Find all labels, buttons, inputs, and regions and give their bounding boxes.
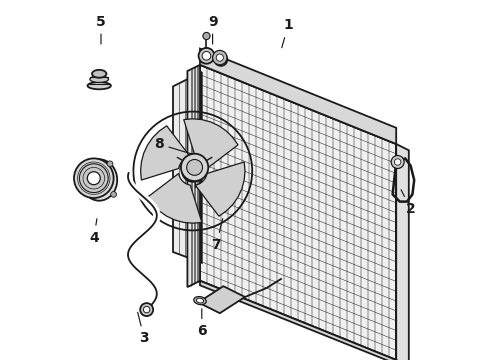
Circle shape	[140, 303, 153, 316]
Polygon shape	[184, 119, 238, 168]
Ellipse shape	[81, 159, 117, 201]
Polygon shape	[196, 162, 245, 216]
Text: 1: 1	[282, 18, 293, 48]
Circle shape	[187, 159, 202, 175]
Ellipse shape	[88, 82, 111, 89]
Polygon shape	[187, 65, 200, 287]
Circle shape	[198, 48, 215, 64]
Text: 9: 9	[208, 15, 218, 44]
Ellipse shape	[196, 298, 203, 303]
Circle shape	[144, 306, 150, 313]
Ellipse shape	[92, 70, 106, 78]
Ellipse shape	[90, 76, 109, 82]
Circle shape	[111, 192, 117, 197]
Text: 7: 7	[211, 219, 223, 252]
Circle shape	[203, 32, 210, 40]
Text: 6: 6	[197, 309, 207, 338]
Polygon shape	[396, 144, 409, 360]
Text: 2: 2	[401, 190, 416, 216]
Circle shape	[79, 164, 108, 193]
Polygon shape	[198, 286, 245, 313]
Circle shape	[202, 51, 211, 60]
Circle shape	[107, 161, 113, 167]
Circle shape	[394, 159, 401, 165]
Polygon shape	[200, 65, 396, 360]
Ellipse shape	[194, 297, 206, 305]
Circle shape	[216, 54, 223, 61]
Text: 5: 5	[96, 15, 106, 44]
Text: 8: 8	[154, 137, 192, 154]
Polygon shape	[200, 49, 396, 144]
Circle shape	[181, 154, 208, 181]
Circle shape	[74, 158, 114, 198]
Circle shape	[391, 156, 404, 168]
Text: 4: 4	[89, 219, 98, 244]
Circle shape	[182, 160, 204, 182]
Circle shape	[213, 50, 227, 65]
Circle shape	[187, 166, 198, 176]
Text: 3: 3	[138, 312, 149, 345]
Polygon shape	[173, 72, 202, 263]
Circle shape	[87, 172, 100, 185]
Circle shape	[215, 53, 227, 66]
Polygon shape	[141, 126, 190, 180]
Polygon shape	[147, 174, 202, 223]
Polygon shape	[200, 281, 409, 360]
